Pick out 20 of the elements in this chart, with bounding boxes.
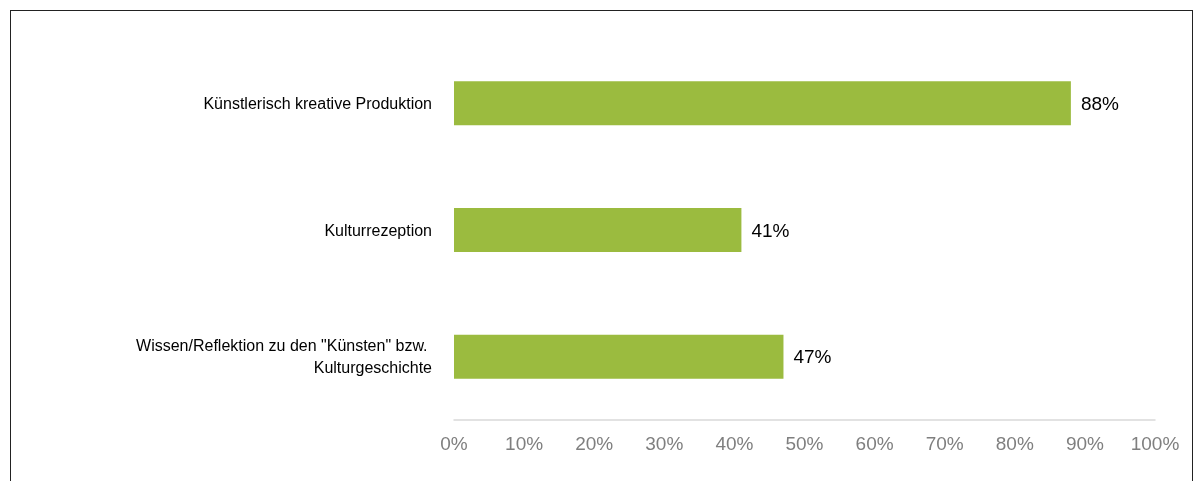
y-tick-label: Künstlerisch kreative Produktion bbox=[203, 94, 432, 112]
x-tick-label: 0% bbox=[440, 433, 468, 454]
data-label: 41% bbox=[751, 219, 790, 241]
x-tick-label: 70% bbox=[925, 433, 964, 454]
x-tick-label: 60% bbox=[855, 433, 894, 454]
data-label: 47% bbox=[793, 346, 832, 368]
x-tick-label: 80% bbox=[995, 433, 1034, 454]
bar bbox=[454, 81, 1071, 126]
y-tick-label: Kulturrezeption bbox=[324, 221, 432, 239]
x-tick-label: 20% bbox=[575, 433, 614, 454]
y-tick-label: Wissen/Reflektion zu den "Künsten" bzw. Kulturgeschichte bbox=[136, 337, 433, 377]
bar bbox=[454, 334, 784, 379]
x-tick-label: 10% bbox=[505, 433, 544, 454]
x-tick-label: 40% bbox=[715, 433, 754, 454]
bar bbox=[454, 208, 742, 252]
x-tick-label: 30% bbox=[645, 433, 684, 454]
x-tick-label: 100% bbox=[1130, 433, 1180, 454]
x-tick-label: 50% bbox=[785, 433, 824, 454]
data-label: 88% bbox=[1080, 92, 1120, 114]
x-tick-label: 90% bbox=[1065, 433, 1105, 454]
